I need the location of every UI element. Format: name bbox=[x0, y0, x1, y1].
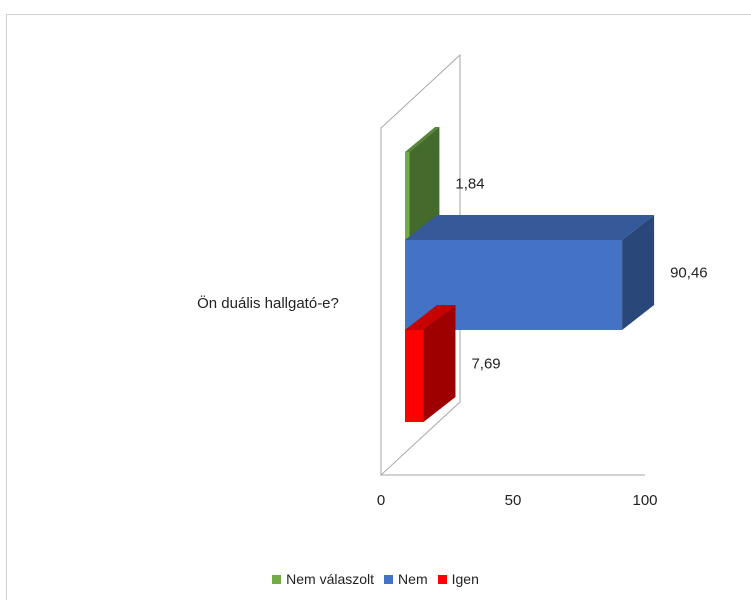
bar-front bbox=[405, 152, 410, 240]
legend-item-nem: Nem bbox=[384, 571, 428, 587]
legend-swatch-icon bbox=[384, 574, 394, 584]
data-label: 90,46 bbox=[670, 265, 708, 282]
bar-side bbox=[622, 215, 655, 330]
bar-front bbox=[405, 330, 424, 422]
category-label: Ön duális hallgató-e? bbox=[197, 294, 339, 312]
bar-top bbox=[405, 305, 456, 330]
chart-walls bbox=[380, 53, 645, 477]
legend-item-igen: Igen bbox=[437, 571, 479, 587]
legend: Nem válaszolt Nem Igen bbox=[0, 568, 751, 590]
bar-top bbox=[405, 215, 655, 240]
tick-label: 0 bbox=[377, 492, 385, 509]
tick-label: 50 bbox=[505, 492, 522, 509]
tick-label: 100 bbox=[632, 492, 657, 509]
data-label: 1,84 bbox=[455, 176, 484, 193]
legend-label: Igen bbox=[451, 571, 479, 587]
x-axis-ticks: 0 50 100 bbox=[377, 492, 658, 509]
legend-item-nem-valaszolt: Nem válaszolt bbox=[272, 571, 374, 587]
data-labels-group: 1,84 90,46 7,69 bbox=[455, 176, 707, 373]
bar-side bbox=[409, 127, 440, 240]
legend-label: Nem bbox=[398, 571, 428, 587]
data-label: 7,69 bbox=[471, 356, 500, 373]
side-wall bbox=[380, 53, 461, 477]
legend-swatch-icon bbox=[272, 574, 282, 584]
legend-swatch-icon bbox=[437, 574, 447, 584]
bar-side bbox=[423, 305, 456, 422]
bar-top bbox=[405, 127, 440, 152]
bars-group bbox=[405, 127, 655, 422]
legend-label: Nem válaszolt bbox=[286, 571, 375, 587]
